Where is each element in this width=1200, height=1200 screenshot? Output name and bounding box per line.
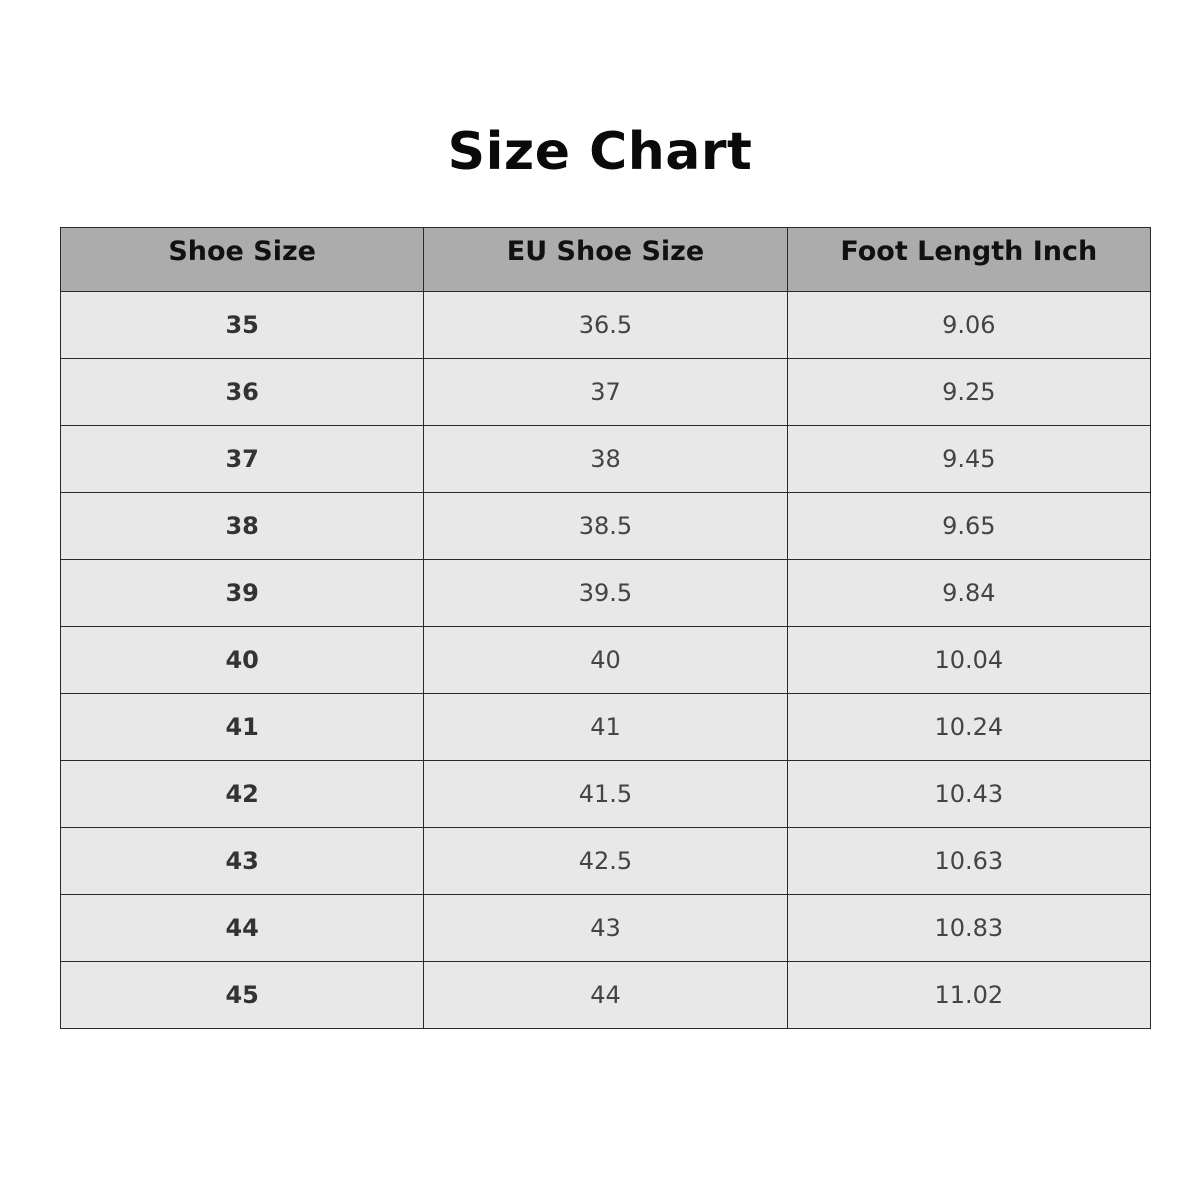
foot-length-cell: 9.45 [786,425,1152,493]
eu-size-cell: 38 [423,425,788,493]
page-title: Size Chart [447,122,753,182]
table-row: 44 43 10.83 [59,894,1152,962]
foot-length-cell: 9.06 [786,291,1152,359]
foot-length-cell: 10.63 [786,827,1152,895]
shoe-size-cell: 44 [59,894,425,962]
foot-length-cell: 10.83 [786,894,1152,962]
foot-length-cell: 10.24 [786,693,1152,761]
foot-length-cell: 10.04 [786,626,1152,694]
eu-size-cell: 43 [423,894,788,962]
table-row: 36 37 9.25 [59,358,1152,426]
shoe-size-cell: 35 [59,291,425,359]
eu-size-cell: 39.5 [423,559,788,627]
table-row: 45 44 11.02 [59,961,1152,1029]
table-row: 41 41 10.24 [59,693,1152,761]
eu-size-cell: 38.5 [423,492,788,560]
foot-length-cell: 11.02 [786,961,1152,1029]
shoe-size-cell: 36 [59,358,425,426]
shoe-size-cell: 39 [59,559,425,627]
table-row: 42 41.5 10.43 [59,760,1152,828]
eu-size-cell: 36.5 [423,291,788,359]
size-chart-table: Shoe Size EU Shoe Size Foot Length Inch 35… [59,227,1152,1029]
eu-size-cell: 40 [423,626,788,694]
eu-size-cell: 41.5 [423,760,788,828]
table-row: 43 42.5 10.63 [59,827,1152,895]
shoe-size-cell: 45 [59,961,425,1029]
eu-size-cell: 37 [423,358,788,426]
table-header-row: Shoe Size EU Shoe Size Foot Length Inch [59,227,1152,292]
eu-size-cell: 41 [423,693,788,761]
shoe-size-cell: 37 [59,425,425,493]
table-row: 39 39.5 9.84 [59,559,1152,627]
table-row: 37 38 9.45 [59,425,1152,493]
column-header: EU Shoe Size [423,227,788,292]
table-row: 40 40 10.04 [59,626,1152,694]
shoe-size-cell: 42 [59,760,425,828]
table-row: 35 36.5 9.06 [59,291,1152,359]
shoe-size-cell: 41 [59,693,425,761]
shoe-size-cell: 43 [59,827,425,895]
foot-length-cell: 9.65 [786,492,1152,560]
shoe-size-cell: 38 [59,492,425,560]
column-header: Foot Length Inch [786,227,1152,292]
column-header: Shoe Size [59,227,425,292]
eu-size-cell: 44 [423,961,788,1029]
foot-length-cell: 9.25 [786,358,1152,426]
shoe-size-cell: 40 [59,626,425,694]
table-row: 38 38.5 9.65 [59,492,1152,560]
foot-length-cell: 10.43 [786,760,1152,828]
eu-size-cell: 42.5 [423,827,788,895]
foot-length-cell: 9.84 [786,559,1152,627]
